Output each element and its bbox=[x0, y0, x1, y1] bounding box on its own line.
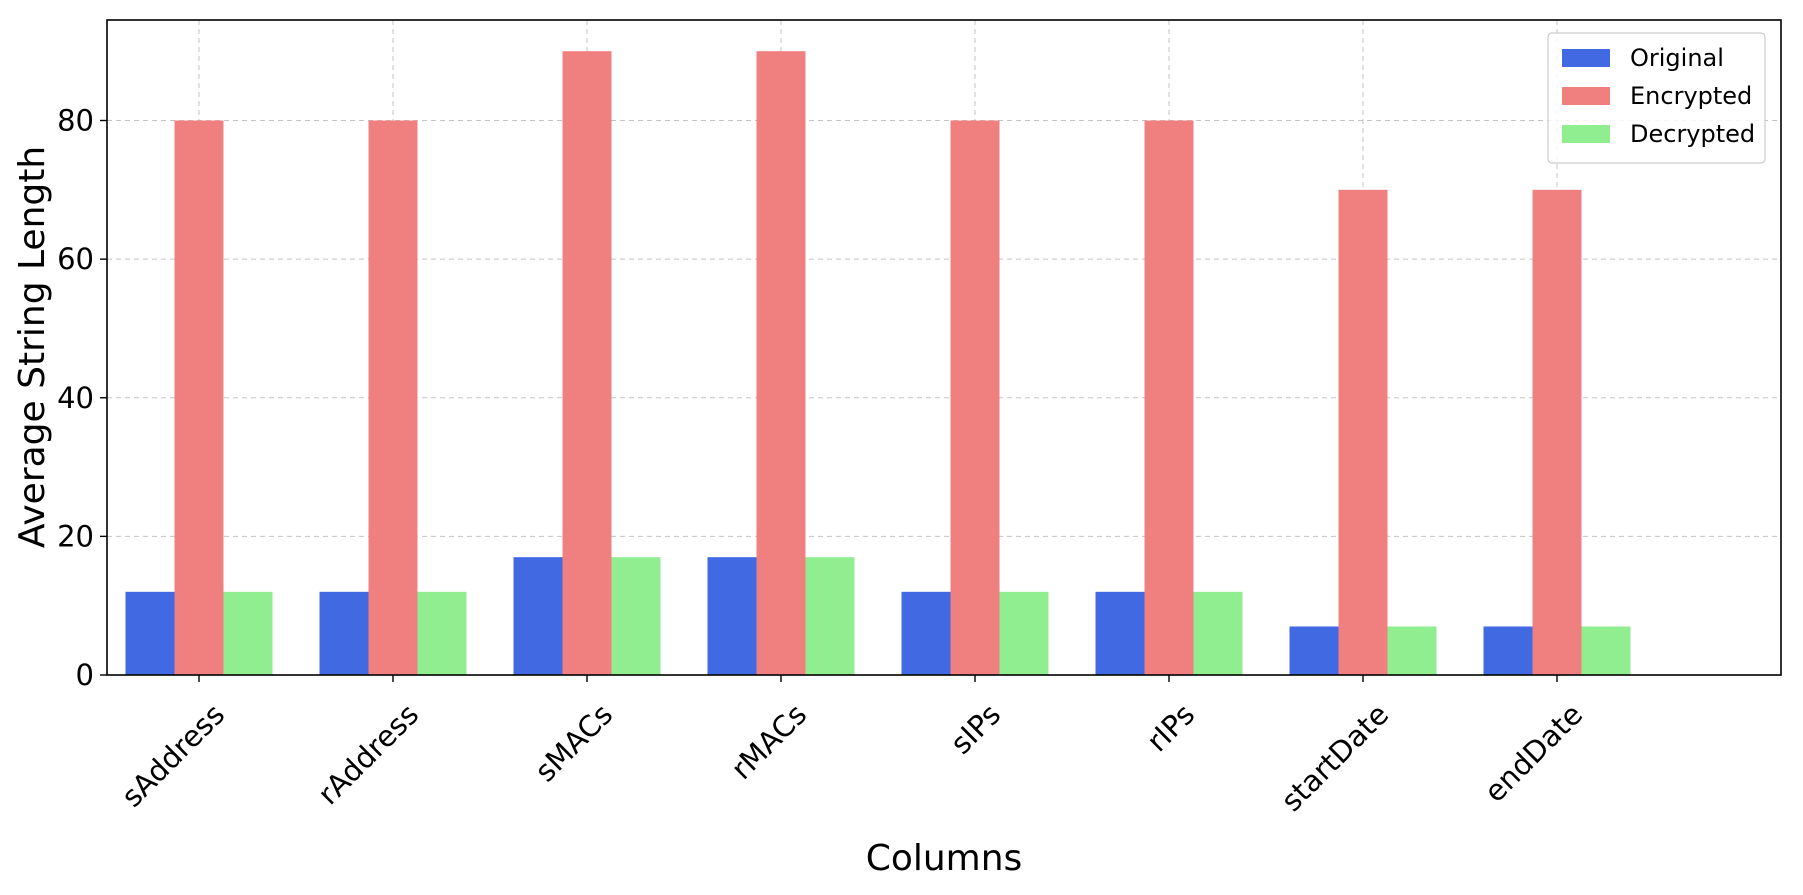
x-tick-label: sIPs bbox=[944, 697, 1007, 760]
legend-label-encrypted: Encrypted bbox=[1630, 82, 1752, 110]
plot-area bbox=[107, 20, 1781, 675]
y-axis-title: Average String Length bbox=[12, 146, 53, 548]
bar-encrypted-sips bbox=[950, 120, 1000, 676]
legend-swatch-decrypted bbox=[1562, 125, 1610, 143]
legend: Original Encrypted Decrypted bbox=[1547, 32, 1766, 164]
bar-encrypted-startdate bbox=[1338, 189, 1388, 675]
x-tick-label: endDate bbox=[1478, 697, 1590, 809]
x-tick-label: rMACs bbox=[724, 697, 813, 786]
bar-encrypted-rips bbox=[1144, 120, 1194, 676]
bar-encrypted-saddress bbox=[174, 120, 224, 676]
y-tick-label: 60 bbox=[57, 242, 94, 276]
legend-label-original: Original bbox=[1630, 44, 1724, 72]
bar-encrypted-smacs bbox=[562, 51, 612, 675]
bar-decrypted-rmacs bbox=[805, 557, 855, 675]
bar-decrypted-rips bbox=[1193, 591, 1243, 675]
bar-decrypted-startdate bbox=[1387, 626, 1437, 675]
bar-encrypted-raddress bbox=[368, 120, 418, 676]
legend-label-decrypted: Decrypted bbox=[1630, 120, 1755, 148]
bar-decrypted-raddress bbox=[417, 591, 467, 675]
x-tick-label: rAddress bbox=[311, 697, 425, 811]
bar-original-enddate bbox=[1483, 626, 1533, 675]
bar-encrypted-enddate bbox=[1532, 189, 1582, 675]
bar-decrypted-enddate bbox=[1581, 626, 1631, 675]
bar-original-sips bbox=[901, 591, 951, 675]
y-tick-label: 20 bbox=[57, 519, 94, 553]
bar-decrypted-sips bbox=[999, 591, 1049, 675]
y-axis-ticks: 0 20 40 60 80 bbox=[57, 104, 107, 692]
bar-original-startdate bbox=[1289, 626, 1339, 675]
bar-original-saddress bbox=[125, 591, 175, 675]
x-axis-title: Columns bbox=[866, 838, 1023, 879]
bar-original-rips bbox=[1095, 591, 1145, 675]
plot-frame bbox=[106, 19, 1782, 676]
x-tick-label: rIPs bbox=[1140, 697, 1201, 758]
bar-original-rmacs bbox=[707, 557, 757, 675]
bar-original-raddress bbox=[319, 591, 369, 675]
bar-original-smacs bbox=[513, 557, 563, 675]
bar-decrypted-saddress bbox=[223, 591, 273, 675]
bar-encrypted-rmacs bbox=[756, 51, 806, 675]
legend-swatch-original bbox=[1562, 49, 1610, 67]
x-tick-label: startDate bbox=[1274, 697, 1395, 818]
bar-decrypted-smacs bbox=[611, 557, 661, 675]
x-axis-ticks: sAddress rAddress sMACs rMACs sIPs rIPs startD… bbox=[115, 675, 1589, 818]
x-tick-label: sAddress bbox=[115, 697, 231, 813]
legend-items: Original Encrypted Decrypted bbox=[1562, 44, 1755, 148]
y-tick-label: 80 bbox=[57, 104, 94, 138]
x-tick-label: sMACs bbox=[528, 697, 619, 788]
y-tick-label: 0 bbox=[76, 658, 94, 692]
y-tick-label: 40 bbox=[57, 381, 94, 415]
bars bbox=[125, 51, 1631, 676]
legend-swatch-encrypted bbox=[1562, 87, 1610, 105]
